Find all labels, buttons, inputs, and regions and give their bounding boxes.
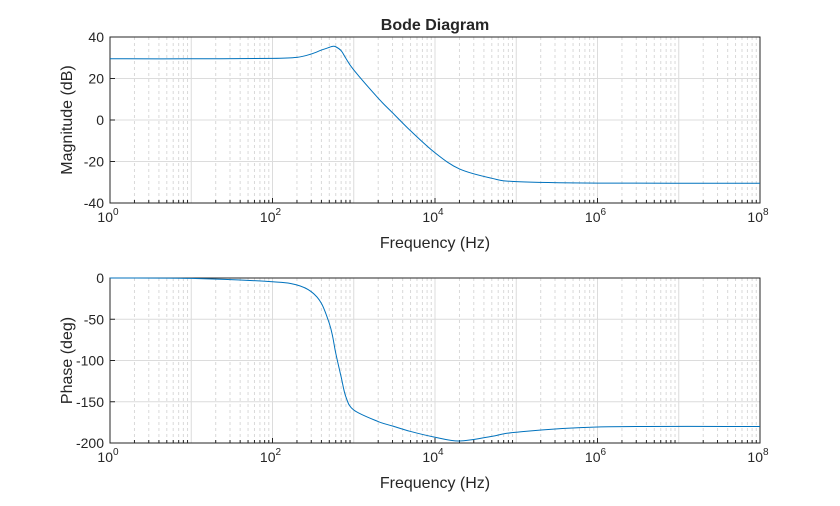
x-tick-exponent: 8 xyxy=(763,207,769,218)
x-axis-label: Frequency (Hz) xyxy=(380,235,490,252)
x-tick-label: 100 xyxy=(97,207,119,225)
y-tick-label: 20 xyxy=(88,71,104,87)
y-tick-label: -150 xyxy=(76,394,104,410)
y-tick-label: 0 xyxy=(96,270,104,286)
x-tick-label: 102 xyxy=(260,447,282,465)
x-tick-label: 104 xyxy=(422,447,444,465)
phase-line xyxy=(109,277,761,442)
x-tick-label: 102 xyxy=(260,207,282,225)
x-tick-exponent: 0 xyxy=(113,447,119,458)
x-tick-label: 106 xyxy=(585,207,607,225)
x-tick-exponent: 8 xyxy=(763,447,769,458)
y-tick-label: -50 xyxy=(84,311,104,327)
x-tick-exponent: 4 xyxy=(438,447,444,458)
x-tick-exponent: 4 xyxy=(438,207,444,218)
axes-box xyxy=(109,36,761,204)
x-tick-label: 104 xyxy=(422,207,444,225)
x-tick-exponent: 0 xyxy=(113,207,119,218)
x-tick-label: 106 xyxy=(585,447,607,465)
magnitude-line xyxy=(109,45,761,184)
y-tick-label: 40 xyxy=(88,29,104,45)
y-tick-label: -20 xyxy=(84,154,104,170)
y-tick-label: -200 xyxy=(76,435,104,451)
x-tick-label: 108 xyxy=(747,447,769,465)
x-axis-label: Frequency (Hz) xyxy=(380,475,490,492)
y-axis-label: Phase (deg) xyxy=(59,317,76,404)
x-tick-label: 100 xyxy=(97,447,119,465)
y-tick-label: -40 xyxy=(84,195,104,211)
x-tick-exponent: 6 xyxy=(601,207,607,218)
y-axis-label: Magnitude (dB) xyxy=(59,65,76,174)
y-tick-label: -100 xyxy=(76,353,104,369)
x-tick-exponent: 2 xyxy=(276,447,282,458)
y-tick-label: 0 xyxy=(96,112,104,128)
axes-box xyxy=(109,277,761,444)
chart-title: Bode Diagram xyxy=(381,17,489,34)
x-tick-exponent: 2 xyxy=(276,207,282,218)
x-tick-label: 108 xyxy=(747,207,769,225)
x-tick-exponent: 6 xyxy=(601,447,607,458)
